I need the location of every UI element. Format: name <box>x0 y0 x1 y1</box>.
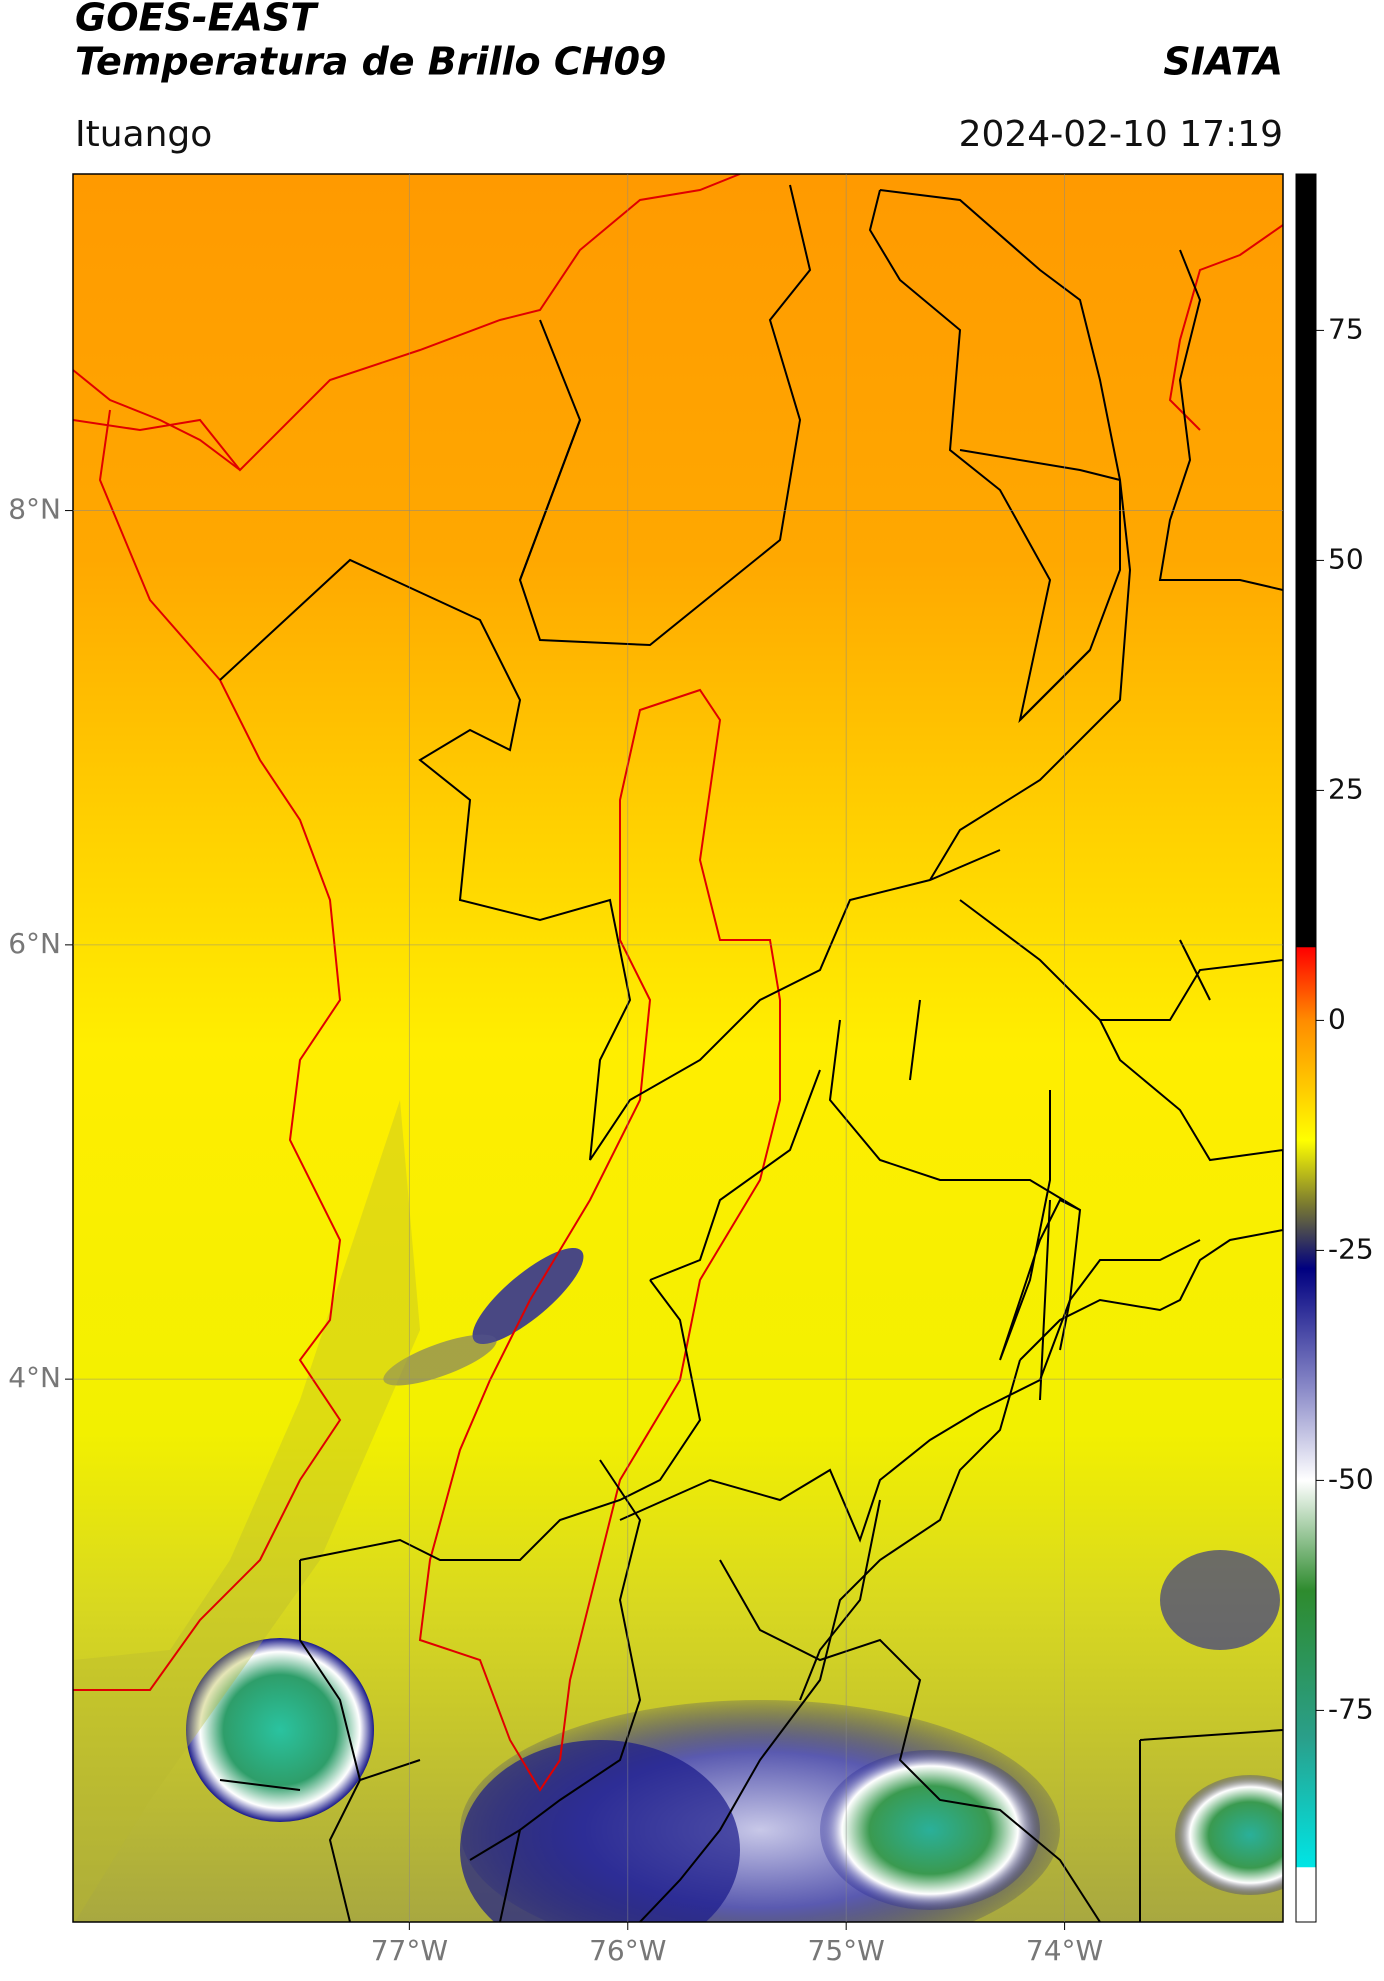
location: Ituango <box>75 114 212 155</box>
title: GOES-EAST <box>75 0 319 40</box>
colorbar-tick-label: 50 <box>1328 542 1364 575</box>
colorbar-tick-label: 0 <box>1328 1002 1346 1035</box>
colorbar-tick-label: -50 <box>1328 1462 1374 1495</box>
colorbar-tick-label: -25 <box>1328 1232 1374 1265</box>
map-frame <box>72 173 1284 1923</box>
colorbar-tick-label: 75 <box>1328 312 1364 345</box>
source: SIATA <box>1163 40 1283 84</box>
colorbar-scale <box>1295 173 1317 1923</box>
colorbar-tick-label: 25 <box>1328 772 1364 805</box>
x-tick-label: 75°W <box>808 1934 885 1967</box>
y-tick-label: 6°N <box>8 927 61 960</box>
y-tick-label: 8°N <box>8 493 61 526</box>
colorbar-tick-label: -75 <box>1328 1692 1374 1725</box>
x-tick-label: 74°W <box>1026 1934 1103 1967</box>
x-tick-label: 76°W <box>589 1934 666 1967</box>
subtitle: Temperatura de Brillo CH09 <box>75 40 666 84</box>
y-tick-label: 4°N <box>8 1361 61 1394</box>
satellite-image <box>73 174 1283 1922</box>
x-tick-label: 77°W <box>371 1934 448 1967</box>
datetime: 2024-02-10 17:19 <box>959 114 1283 155</box>
colorbar: 75 50 25 0 -25 -50 -75 <box>1295 173 1374 1923</box>
